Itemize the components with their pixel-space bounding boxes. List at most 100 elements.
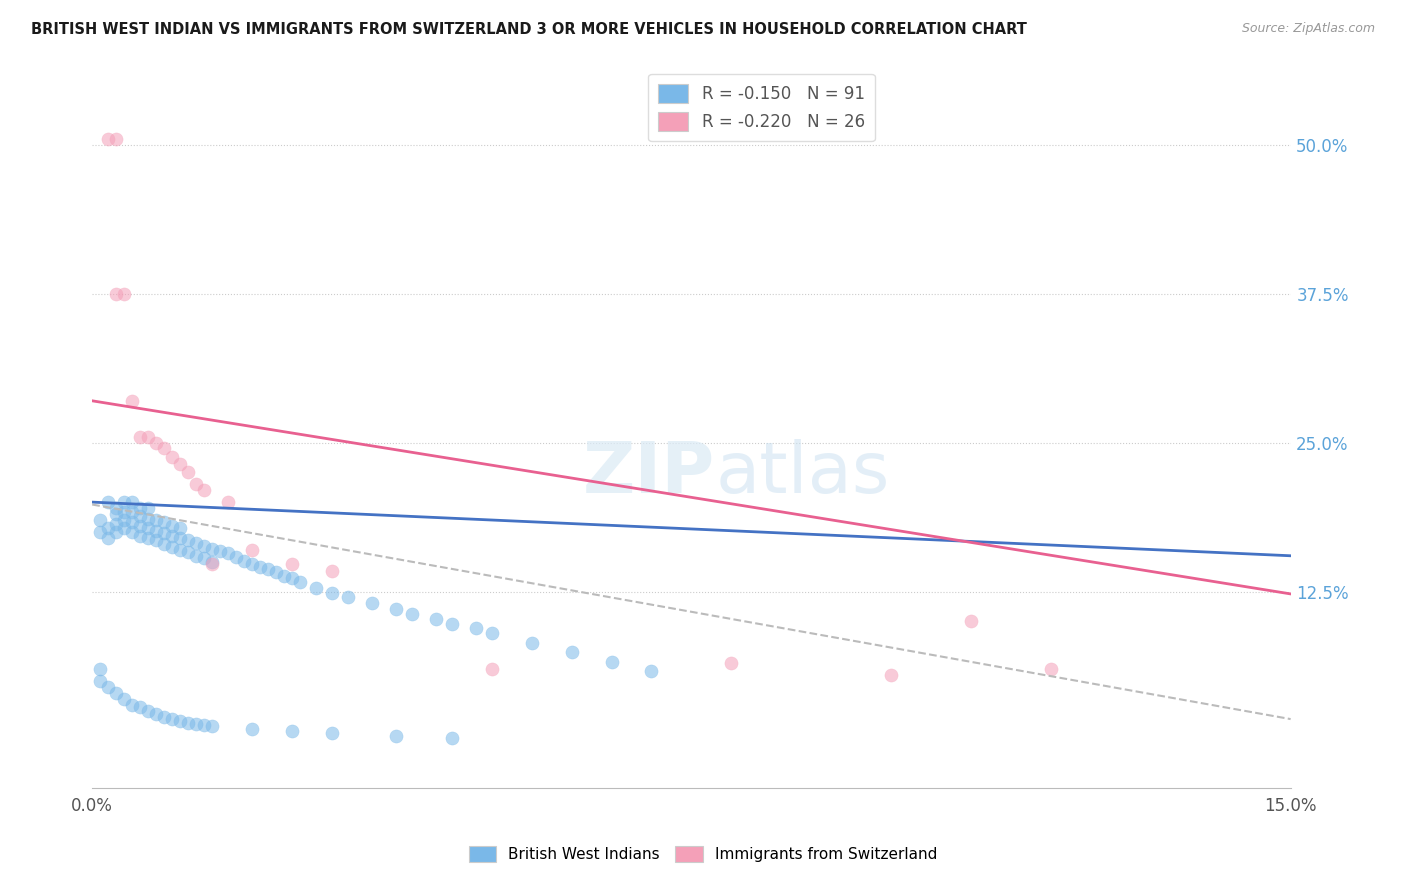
Point	[360, 597, 382, 611]
Point	[89, 524, 111, 539]
Point	[105, 286, 128, 301]
Point	[720, 656, 742, 670]
Point	[169, 531, 191, 545]
Point	[960, 615, 983, 629]
Point	[440, 616, 463, 631]
Point	[264, 566, 287, 580]
Point	[640, 665, 662, 679]
Point	[112, 495, 135, 509]
Point	[153, 537, 176, 551]
Point	[169, 542, 191, 557]
Point	[193, 539, 215, 553]
Point	[136, 501, 159, 516]
Point	[112, 691, 135, 706]
Point	[136, 704, 159, 718]
Point	[89, 673, 111, 688]
Point	[97, 495, 120, 509]
Point	[193, 551, 215, 566]
Point	[105, 501, 128, 516]
Point	[193, 483, 215, 498]
Point	[97, 680, 120, 694]
Point	[177, 545, 200, 559]
Point	[440, 731, 463, 746]
Point	[336, 591, 359, 605]
Point	[177, 466, 200, 480]
Point	[193, 718, 215, 732]
Point	[321, 585, 343, 599]
Point	[481, 662, 503, 676]
Point	[129, 528, 152, 542]
Point	[169, 457, 191, 471]
Point	[169, 714, 191, 729]
Text: ZIP: ZIP	[583, 439, 716, 508]
Point	[208, 544, 231, 558]
Point	[384, 602, 406, 616]
Point	[129, 519, 152, 533]
Point	[105, 507, 128, 521]
Point	[184, 549, 207, 563]
Point	[160, 519, 183, 533]
Point	[89, 513, 111, 527]
Point	[145, 513, 167, 527]
Point	[136, 512, 159, 526]
Point	[464, 622, 486, 636]
Point	[401, 607, 423, 622]
Point	[105, 686, 128, 700]
Point	[145, 435, 167, 450]
Legend: R = -0.150   N = 91, R = -0.220   N = 26: R = -0.150 N = 91, R = -0.220 N = 26	[648, 74, 875, 141]
Point	[257, 562, 280, 576]
Point	[520, 636, 543, 650]
Point	[201, 557, 224, 571]
Point	[129, 509, 152, 524]
Point	[121, 698, 143, 712]
Text: BRITISH WEST INDIAN VS IMMIGRANTS FROM SWITZERLAND 3 OR MORE VEHICLES IN HOUSEHO: BRITISH WEST INDIAN VS IMMIGRANTS FROM S…	[31, 22, 1026, 37]
Point	[112, 505, 135, 519]
Point	[273, 569, 295, 583]
Point	[105, 516, 128, 531]
Point	[121, 505, 143, 519]
Point	[184, 716, 207, 731]
Point	[225, 549, 247, 564]
Point	[105, 524, 128, 539]
Point	[145, 533, 167, 548]
Point	[600, 655, 623, 669]
Point	[561, 645, 583, 659]
Point	[160, 450, 183, 464]
Point	[249, 559, 271, 574]
Point	[97, 531, 120, 545]
Point	[136, 531, 159, 545]
Point	[145, 524, 167, 538]
Point	[321, 564, 343, 578]
Point	[153, 526, 176, 541]
Point	[112, 513, 135, 527]
Point	[281, 724, 304, 739]
Point	[129, 501, 152, 516]
Point	[240, 722, 263, 736]
Point	[177, 533, 200, 548]
Point	[201, 541, 224, 556]
Point	[105, 131, 128, 145]
Point	[184, 477, 207, 491]
Point	[288, 574, 311, 589]
Point	[160, 528, 183, 542]
Point	[481, 626, 503, 640]
Point	[281, 557, 304, 571]
Point	[121, 516, 143, 530]
Point	[201, 555, 224, 569]
Point	[880, 668, 903, 682]
Point	[425, 612, 447, 626]
Point	[201, 719, 224, 733]
Point	[240, 557, 263, 571]
Point	[136, 521, 159, 535]
Point	[129, 700, 152, 714]
Point	[184, 535, 207, 549]
Point	[153, 442, 176, 456]
Point	[281, 571, 304, 585]
Point	[112, 286, 135, 301]
Point	[1039, 662, 1062, 676]
Point	[160, 541, 183, 555]
Point	[121, 495, 143, 509]
Text: Source: ZipAtlas.com: Source: ZipAtlas.com	[1241, 22, 1375, 36]
Point	[153, 516, 176, 530]
Point	[121, 393, 143, 408]
